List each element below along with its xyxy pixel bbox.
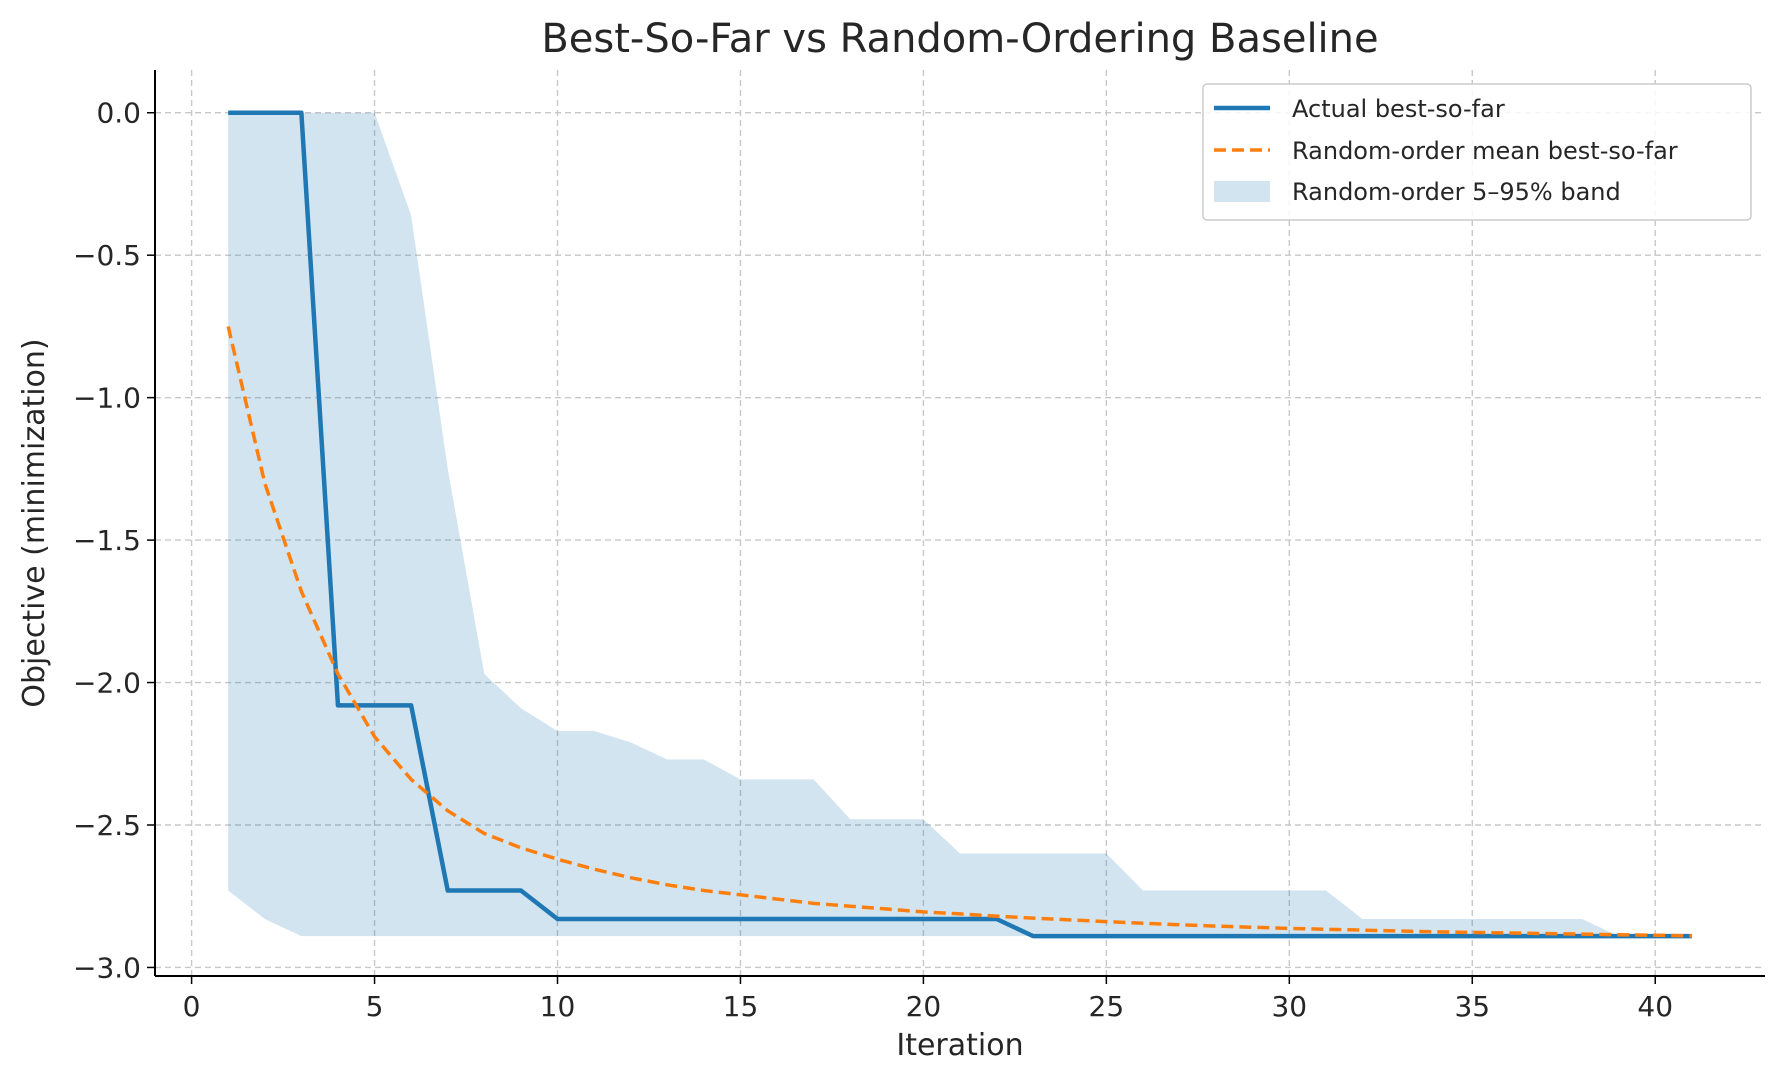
x-tick-label: 25	[1089, 990, 1125, 1023]
x-axis-label: Iteration	[896, 1028, 1023, 1063]
y-tick-label: 0.0	[96, 97, 141, 130]
y-tick-label: −1.0	[73, 382, 141, 415]
x-tick-label: 30	[1271, 990, 1307, 1023]
band-layer	[228, 112, 1692, 937]
y-axis-label: Objective (minimization)	[17, 338, 52, 707]
x-tick-label: 10	[540, 990, 576, 1023]
legend-label-random-mean: Random-order mean best-so-far	[1292, 137, 1678, 165]
legend-swatch-band	[1214, 181, 1270, 202]
series-layer	[226, 110, 1692, 939]
x-tick-label: 0	[183, 990, 201, 1023]
chart-title: Best-So-Far vs Random-Ordering Baseline	[541, 16, 1378, 62]
legend: Actual best-so-far Random-order mean bes…	[1202, 83, 1752, 221]
series-line-random-mean	[226, 326, 1692, 938]
x-tick-label: 40	[1637, 990, 1673, 1023]
legend-label-actual: Actual best-so-far	[1292, 95, 1505, 123]
y-tick-label: −1.5	[73, 524, 141, 557]
x-ticks: 0 5 10 15 20 25 30 35 40	[183, 976, 1673, 1023]
x-tick-label: 5	[366, 990, 384, 1023]
legend-frame	[1202, 83, 1752, 221]
band-area	[228, 112, 1692, 937]
y-ticks: 0.0 −0.5 −1.0 −1.5 −2.0 −2.5 −3.0	[73, 97, 155, 984]
grid-lines	[155, 70, 1765, 976]
series-line-actual	[228, 110, 1692, 939]
x-tick-label: 20	[906, 990, 942, 1023]
legend-label-band: Random-order 5–95% band	[1292, 178, 1621, 206]
y-tick-label: −0.5	[73, 239, 141, 272]
y-tick-label: −3.0	[73, 951, 141, 984]
x-tick-label: 35	[1454, 990, 1490, 1023]
x-tick-label: 15	[723, 990, 759, 1023]
y-tick-label: −2.0	[73, 667, 141, 700]
y-tick-label: −2.5	[73, 809, 141, 842]
